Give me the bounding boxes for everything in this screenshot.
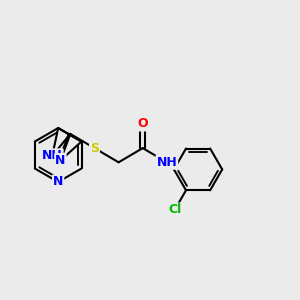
- Text: NH: NH: [157, 156, 177, 169]
- Text: Cl: Cl: [168, 203, 181, 217]
- Text: N: N: [55, 154, 66, 167]
- Text: N: N: [53, 176, 63, 188]
- Text: O: O: [137, 118, 148, 130]
- Text: S: S: [90, 142, 99, 154]
- Text: NH: NH: [42, 149, 63, 162]
